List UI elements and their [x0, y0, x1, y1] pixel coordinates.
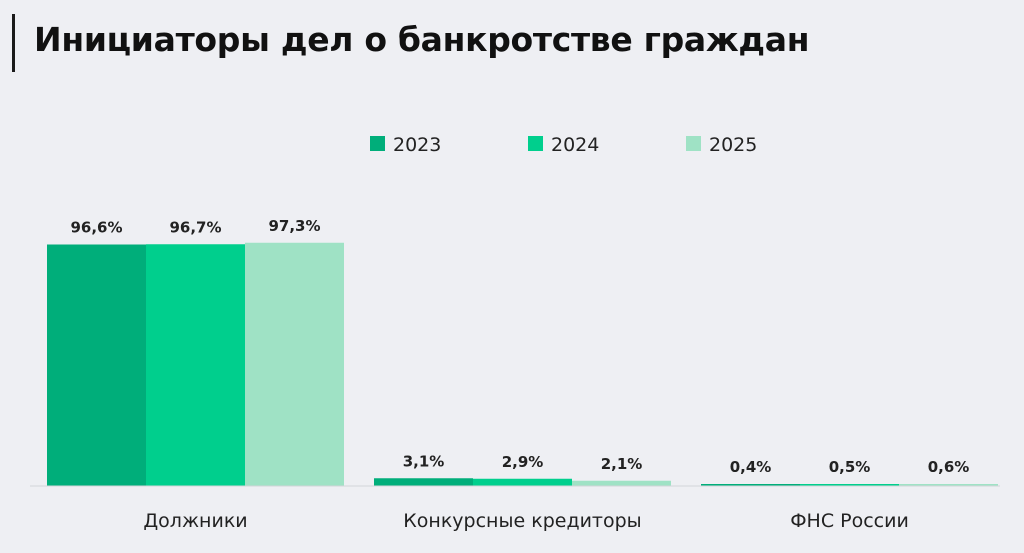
- bar-2023-1: [47, 244, 146, 486]
- chart-category-labels: Должники Конкурсные кредиторы ФНС России: [143, 510, 908, 532]
- title-accent-bar: [12, 14, 15, 72]
- data-label-2025-3: 0,6%: [928, 458, 970, 476]
- data-label-2025-1: 97,3%: [268, 217, 320, 235]
- data-label-2024-1: 96,7%: [169, 218, 221, 236]
- bar-2024-1: [146, 244, 245, 486]
- category-label-2: Конкурсные кредиторы: [403, 510, 641, 532]
- data-label-2024-3: 0,5%: [829, 458, 871, 476]
- legend-swatch-2025: [686, 136, 701, 151]
- data-label-2023-3: 0,4%: [730, 458, 772, 476]
- legend-label-2024: 2024: [551, 134, 599, 156]
- legend-label-2023: 2023: [393, 134, 441, 156]
- bar-2024-3: [800, 484, 899, 486]
- bar-2023-2: [374, 478, 473, 486]
- bar-2025-3: [899, 484, 998, 486]
- legend-swatch-2023: [370, 136, 385, 151]
- legend-label-2025: 2025: [709, 134, 757, 156]
- chart-bars: [47, 242, 998, 486]
- data-label-2023-1: 96,6%: [70, 219, 122, 237]
- bar-2025-2: [572, 480, 671, 486]
- data-label-2024-2: 2,9%: [502, 453, 544, 471]
- bar-2025-1: [245, 242, 344, 486]
- category-label-3: ФНС России: [790, 510, 909, 532]
- data-label-2023-2: 3,1%: [403, 452, 445, 470]
- category-label-1: Должники: [143, 510, 247, 532]
- chart-legend: 2023 2024 2025: [370, 134, 757, 156]
- bar-2023-3: [701, 484, 800, 486]
- data-label-2025-2: 2,1%: [601, 455, 643, 473]
- bar-2024-2: [473, 478, 572, 486]
- legend-swatch-2024: [528, 136, 543, 151]
- page-title: Инициаторы дел о банкротстве граждан: [34, 20, 810, 59]
- chart-data-labels: 96,6% 96,7% 97,3% 3,1% 2,9% 2,1% 0,4% 0,5% 0,6%: [70, 217, 969, 476]
